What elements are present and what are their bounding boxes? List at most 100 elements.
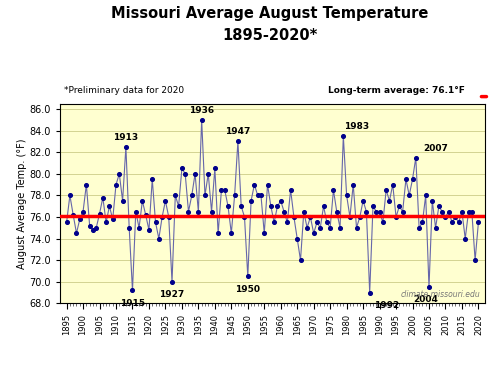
Point [445, 209, 453, 215]
Text: 2007: 2007 [423, 144, 448, 153]
Point [415, 225, 423, 231]
Point [128, 287, 136, 293]
Point [408, 176, 416, 182]
Point [191, 171, 199, 177]
Point [461, 236, 469, 242]
Point [425, 284, 433, 290]
Point [102, 219, 110, 225]
Text: 1983: 1983 [344, 122, 369, 131]
Point [168, 279, 176, 285]
Point [340, 133, 347, 139]
Point [458, 209, 466, 215]
Point [66, 192, 74, 198]
Point [349, 182, 357, 188]
Point [158, 214, 166, 220]
Point [122, 144, 130, 150]
Point [132, 209, 140, 215]
Point [369, 203, 377, 209]
Point [228, 230, 235, 236]
Point [452, 214, 460, 220]
Point [178, 165, 186, 171]
Point [464, 209, 472, 215]
Point [398, 209, 406, 215]
Point [116, 171, 124, 177]
Point [372, 209, 380, 215]
Point [362, 209, 370, 215]
Point [346, 214, 354, 220]
Point [389, 182, 397, 188]
Point [152, 219, 160, 225]
Point [428, 198, 436, 204]
Point [267, 203, 275, 209]
Point [69, 212, 77, 218]
Point [435, 203, 443, 209]
Point [412, 155, 420, 161]
Point [257, 192, 265, 198]
Point [332, 209, 340, 215]
Point [135, 225, 143, 231]
Point [138, 198, 146, 204]
Point [310, 230, 318, 236]
Point [99, 195, 107, 201]
Point [296, 257, 304, 263]
Point [382, 187, 390, 193]
Point [220, 187, 228, 193]
Point [92, 225, 100, 231]
Point [442, 214, 450, 220]
Point [155, 236, 163, 242]
Point [86, 223, 94, 229]
Point [237, 203, 245, 209]
Point [172, 192, 179, 198]
Point [234, 138, 242, 144]
Point [162, 198, 170, 204]
Point [96, 211, 104, 217]
Point [326, 225, 334, 231]
Point [418, 219, 426, 225]
Point [201, 192, 209, 198]
Point [204, 171, 212, 177]
Point [108, 216, 116, 222]
Text: 1915: 1915 [120, 299, 145, 308]
Point [392, 214, 400, 220]
Point [118, 198, 126, 204]
Point [264, 182, 272, 188]
Point [352, 225, 360, 231]
Point [316, 225, 324, 231]
Point [276, 198, 284, 204]
Point [214, 230, 222, 236]
Point [82, 182, 90, 188]
Point [270, 219, 278, 225]
Point [218, 187, 226, 193]
Text: Missouri Average August Temperature: Missouri Average August Temperature [112, 6, 428, 21]
Point [376, 209, 384, 215]
Text: *Preliminary data for 2020: *Preliminary data for 2020 [64, 85, 184, 95]
Point [379, 219, 387, 225]
Point [313, 219, 321, 225]
Point [402, 176, 410, 182]
Point [366, 290, 374, 296]
Point [208, 209, 216, 215]
Point [211, 165, 219, 171]
Point [432, 225, 440, 231]
Point [148, 176, 156, 182]
Point [230, 192, 238, 198]
Point [164, 214, 172, 220]
Point [184, 209, 192, 215]
Point [142, 212, 150, 218]
Point [306, 214, 314, 220]
Point [250, 182, 258, 188]
Point [468, 209, 476, 215]
Point [280, 209, 288, 215]
Point [254, 192, 262, 198]
Point [244, 273, 252, 279]
Point [474, 219, 482, 225]
Point [396, 203, 404, 209]
Point [303, 225, 311, 231]
Point [224, 203, 232, 209]
Point [438, 209, 446, 215]
Point [188, 192, 196, 198]
Point [194, 209, 202, 215]
Point [181, 171, 189, 177]
Text: 1913: 1913 [114, 133, 138, 142]
Text: 1936: 1936 [189, 106, 214, 115]
